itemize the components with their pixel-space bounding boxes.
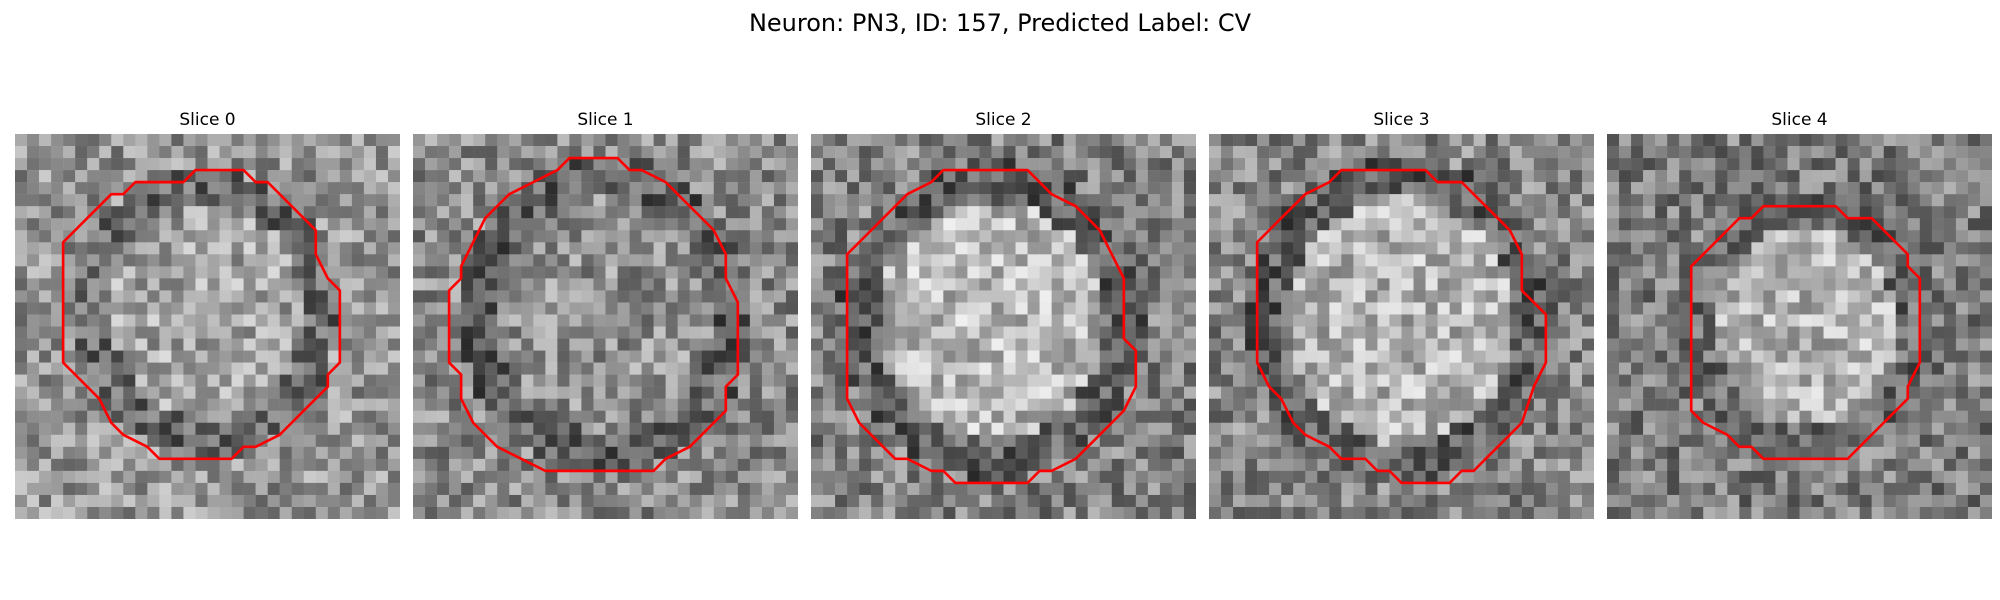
slice-title-4: Slice 4 [1771, 110, 1828, 130]
slice-image-1 [413, 134, 798, 519]
figure-title: Neuron: PN3, ID: 157, Predicted Label: C… [748, 9, 1252, 37]
slice-title-2: Slice 2 [975, 110, 1032, 130]
slice-image-3 [1209, 134, 1594, 519]
segmentation-contour [845, 168, 1138, 485]
slice-pixels [1209, 134, 1594, 519]
slice-pixels [413, 134, 798, 519]
segmentation-contour [61, 168, 342, 461]
slice-image-2 [811, 134, 1196, 519]
slice-image-4 [1607, 134, 1992, 519]
slice-title-0: Slice 0 [179, 110, 236, 130]
segmentation-contour [447, 156, 740, 473]
slice-pixels [1607, 134, 1992, 519]
slice-pixels [811, 134, 1196, 519]
slice-image-0 [15, 134, 400, 519]
slice-pixels [15, 134, 400, 519]
slice-title-3: Slice 3 [1373, 110, 1430, 130]
segmentation-contour [1255, 168, 1548, 485]
segmentation-contour [1689, 204, 1922, 461]
slice-title-1: Slice 1 [577, 110, 634, 130]
